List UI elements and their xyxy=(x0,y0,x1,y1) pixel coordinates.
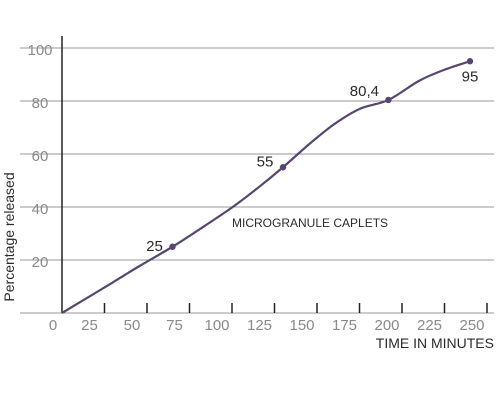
data-point xyxy=(385,96,392,104)
x-tick-label: 125 xyxy=(247,317,272,334)
data-point xyxy=(279,164,287,171)
x-tick-label: 75 xyxy=(166,317,183,334)
x-tick-label: 250 xyxy=(459,317,484,334)
data-points: 25 55 80,4 95 xyxy=(146,58,478,255)
x-tick-label: 150 xyxy=(289,317,314,334)
x-tick-label: 100 xyxy=(204,317,229,334)
x-tick-label: 25 xyxy=(81,317,98,334)
y-tick-label: 20 xyxy=(32,254,49,271)
chart-annotation: MICROGRANULE CAPLETS xyxy=(232,216,388,230)
y-tick-label: 40 xyxy=(32,201,49,218)
y-tick-label: 100 xyxy=(27,42,52,59)
x-tick-label: 175 xyxy=(332,317,357,334)
y-tick-label: 60 xyxy=(32,148,49,165)
x-tick-label: 200 xyxy=(374,317,399,334)
y-tick-label: 80 xyxy=(32,95,49,112)
data-label: 55 xyxy=(257,153,274,170)
x-axis-label: TIME IN MINUTES xyxy=(376,335,494,351)
grid xyxy=(20,47,494,314)
data-point xyxy=(169,243,176,250)
y-axis-label: Percentage released xyxy=(1,172,17,301)
data-label: 95 xyxy=(462,68,479,85)
x-ticks: 0 25 50 75 100 125 150 175 200 225 250 xyxy=(49,303,488,334)
x-tick-label: 50 xyxy=(124,317,141,334)
x-tick-label: 0 xyxy=(49,317,57,334)
y-ticks: 20 40 60 80 100 xyxy=(27,42,52,271)
data-label: 25 xyxy=(146,238,163,255)
series-line xyxy=(61,60,471,314)
data-label: 80,4 xyxy=(350,83,379,100)
x-tick-label: 225 xyxy=(417,317,442,334)
data-point xyxy=(466,58,474,65)
